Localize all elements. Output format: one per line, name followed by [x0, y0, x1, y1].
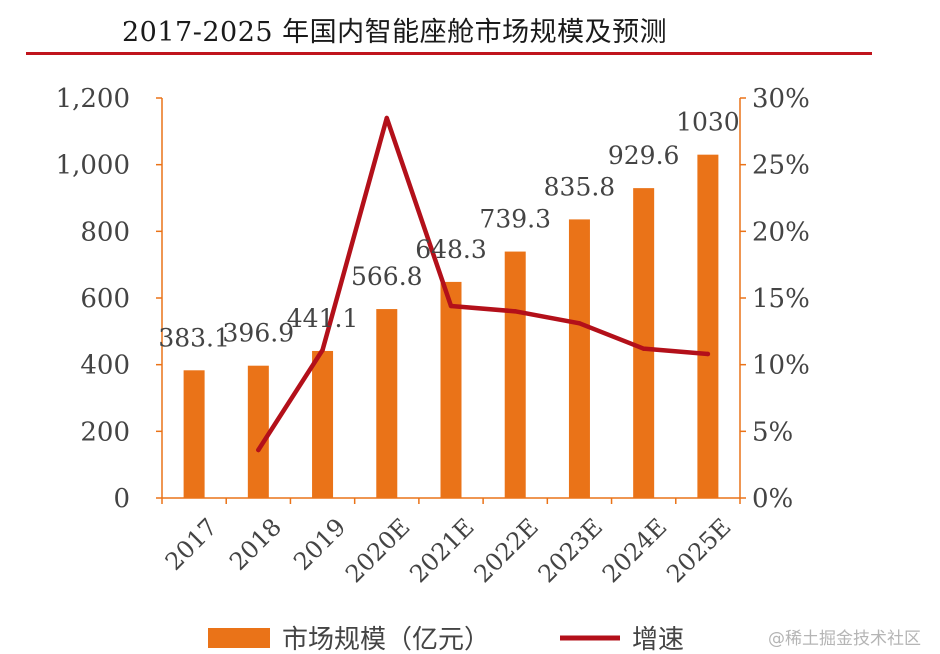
growth-point-2022E [513, 309, 518, 314]
growth-rate-line [256, 115, 711, 453]
x-tick-label: 2024E [597, 513, 672, 588]
bar-2019 [312, 350, 334, 498]
growth-point-2020E [384, 115, 389, 121]
data-label-2018: 396.9 [223, 319, 295, 348]
y-left-tick-label: 1,000 [56, 151, 130, 181]
line-series [256, 115, 711, 453]
bar-2023E [568, 219, 590, 498]
bar-2018 [247, 365, 269, 498]
data-label-2025E: 1030 [676, 108, 740, 137]
y-right-tick-label: 20% [752, 217, 810, 247]
data-label-2023E: 835.8 [544, 172, 616, 201]
bar-2020E [376, 309, 398, 498]
legend-bar-label: 市场规模（亿元） [282, 625, 490, 654]
growth-point-2021E [448, 303, 454, 309]
x-tick-label: 2023E [533, 513, 608, 588]
x-tick-label: 2025E [661, 513, 736, 588]
legend-line-label: 增速 [632, 625, 684, 654]
data-label-2022E: 739.3 [479, 205, 551, 234]
y-right-tick-label: 5% [752, 417, 793, 447]
x-tick-label: 2020E [340, 513, 415, 588]
data-label-2019: 441.1 [287, 304, 359, 333]
y-right-tick-label: 10% [752, 351, 810, 381]
bar-2021E [440, 281, 462, 498]
legend: 市场规模（亿元） 增速 [208, 625, 684, 654]
growth-point-2023E [577, 321, 582, 326]
y-right-tick-label: 25% [752, 151, 810, 181]
growth-point-2025E [705, 351, 711, 357]
data-label-2017: 383.1 [158, 323, 230, 352]
y-right-tick-label: 15% [752, 284, 810, 314]
bar-2025E [697, 154, 719, 498]
chart-title: 2017-2025 年国内智能座舱市场规模及预测 [122, 17, 668, 48]
bar-2024E [633, 188, 655, 498]
x-tick-label: 2018 [224, 513, 287, 576]
bar-2022E [504, 251, 526, 498]
data-label-2020E: 566.8 [351, 262, 423, 291]
y-left-tick-label: 800 [80, 217, 130, 247]
bar-2017 [183, 370, 205, 498]
y-left-tick-label: 600 [80, 284, 130, 314]
data-label-2024E: 929.6 [608, 141, 680, 170]
growth-point-2024E [641, 346, 646, 351]
y-left-tick-label: 1,200 [56, 84, 130, 114]
x-tick-label: 2022E [469, 513, 544, 588]
y-right-tick-label: 30% [752, 84, 810, 114]
watermark: @稀土掘金技术社区 [768, 629, 921, 649]
title-underline [26, 52, 872, 55]
y-left-tick-label: 0 [113, 484, 130, 514]
x-tick-label: 2021E [404, 513, 479, 588]
legend-bar-swatch [208, 628, 270, 648]
y-right-tick-label: 0% [752, 484, 793, 514]
growth-point-2019 [320, 347, 325, 353]
y-left-tick-label: 400 [80, 351, 130, 381]
bar-series [183, 154, 719, 498]
y-left-tick-label: 200 [80, 417, 130, 447]
x-tick-label: 2017 [160, 513, 223, 576]
growth-point-2018 [256, 447, 261, 453]
data-label-2021E: 648.3 [415, 235, 487, 264]
